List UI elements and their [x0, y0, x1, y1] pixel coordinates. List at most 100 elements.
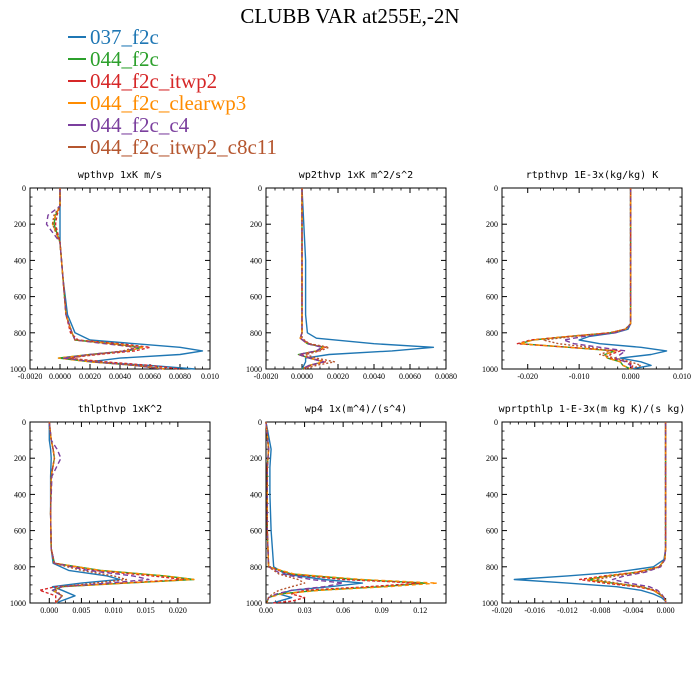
y-tick-label: 1000 — [246, 599, 262, 608]
series-line-2 — [48, 421, 195, 604]
panel: wp2thvp 1xK m^2/s^2 0 200 400 600 800 1000-0.0… — [246, 170, 457, 381]
legend-label: 044_f2c_itwp2 — [90, 68, 218, 93]
x-tick-label: 0.03 — [298, 606, 312, 615]
series-line-5 — [48, 421, 150, 604]
y-tick-label: 400 — [250, 256, 262, 265]
legend: 037_f2c 044_f2c 044_f2c_itwp2 044_f2c_clear… — [68, 24, 277, 159]
series-line-3 — [265, 421, 421, 604]
panel: wprtpthlp 1-E-3x(m kg K)/(s kg)0 200 400 60… — [482, 404, 685, 615]
y-tick-label: 600 — [486, 527, 498, 536]
plot-frame — [501, 421, 683, 604]
x-tick-label: 0.000 — [622, 372, 640, 381]
panel-title: rtpthvp 1E-3x(kg/kg) K — [526, 170, 658, 181]
x-tick-label: 0.010 — [105, 606, 123, 615]
y-tick-label: 0 — [22, 418, 26, 427]
panel-title: wp4 1x(m^4)/(s^4) — [305, 404, 407, 415]
y-tick-label: 1000 — [246, 365, 262, 374]
series-line-4 — [265, 421, 438, 603]
x-tick-label: -0.008 — [590, 606, 611, 615]
panel-title: wprtpthlp 1-E-3x(m kg K)/(s kg) — [499, 404, 686, 415]
series-line-6 — [301, 188, 336, 370]
panel-title: wp2thvp 1xK m^2/s^2 — [299, 170, 413, 181]
y-tick-label: 0 — [258, 418, 262, 427]
legend-line-swatch — [68, 58, 86, 60]
x-tick-label: 0.00 — [259, 606, 273, 615]
series-line-5 — [563, 188, 632, 369]
legend-label: 044_f2c_c4 — [90, 112, 190, 137]
legend-item: 037_f2c — [68, 24, 277, 49]
legend-item: 044_f2c_clearwp3 — [68, 91, 277, 115]
x-tick-label: 0.010 — [201, 372, 219, 381]
y-tick-label: 1000 — [482, 599, 498, 608]
series-line-5 — [611, 422, 667, 603]
x-tick-label: 0.0000 — [291, 372, 313, 381]
legend-line-swatch — [68, 36, 86, 38]
x-tick-label: 0.005 — [72, 606, 90, 615]
x-tick-label: 0.020 — [169, 606, 187, 615]
legend-line-swatch — [68, 124, 86, 126]
x-tick-label: -0.004 — [623, 606, 644, 615]
panel: rtpthvp 1E-3x(kg/kg) K 0 200 400 600 800 1000 -… — [482, 170, 691, 381]
x-tick-label: 0.12 — [413, 606, 427, 615]
legend-label: 044_f2c — [90, 46, 159, 71]
y-tick-label: 600 — [14, 527, 26, 536]
legend-label: 037_f2c — [90, 24, 159, 49]
y-tick-label: 1000 — [10, 599, 26, 608]
y-tick-label: 800 — [250, 563, 262, 572]
y-tick-label: 800 — [14, 329, 26, 338]
series-line-1 — [265, 421, 364, 604]
legend-item: 044_f2c_c4 — [68, 112, 277, 137]
series-line-2 — [519, 188, 632, 370]
series-line-4 — [48, 421, 195, 604]
y-tick-label: 400 — [250, 490, 262, 499]
series-line-5 — [297, 188, 325, 370]
y-tick-label: 400 — [14, 256, 26, 265]
series-line-1 — [48, 422, 121, 604]
series-line-6 — [265, 421, 306, 603]
series-line-4 — [297, 188, 325, 370]
y-tick-label: 200 — [250, 454, 262, 463]
legend-line-swatch — [68, 102, 86, 104]
y-tick-label: 1000 — [10, 365, 26, 374]
y-tick-label: 400 — [14, 490, 26, 499]
x-tick-label: 0.0040 — [363, 372, 385, 381]
series-line-1 — [513, 422, 667, 603]
series-line-1 — [301, 187, 435, 370]
panel-title: wpthvp 1xK m/s — [78, 170, 162, 181]
series-line-6 — [595, 422, 667, 603]
x-tick-label: 0.000 — [657, 606, 675, 615]
legend-item: 044_f2c — [68, 46, 277, 71]
x-tick-label: 0.0020 — [327, 372, 349, 381]
panel-title: thlpthvp 1xK^2 — [78, 404, 162, 415]
panel: wpthvp 1xK m/s 0 200 400 600 800 1000-0.0020 0.… — [10, 170, 219, 381]
y-tick-label: 400 — [486, 256, 498, 265]
series-line-3 — [516, 188, 634, 370]
y-tick-label: 200 — [14, 454, 26, 463]
y-tick-label: 600 — [250, 527, 262, 536]
y-tick-label: 800 — [486, 329, 498, 338]
series-line-4 — [519, 188, 632, 370]
y-tick-label: 0 — [258, 184, 262, 193]
y-tick-label: 600 — [250, 293, 262, 302]
x-tick-label: 0.09 — [375, 606, 389, 615]
x-tick-label: 0.0080 — [435, 372, 457, 381]
x-tick-label: 0.0000 — [49, 372, 71, 381]
y-tick-label: 200 — [250, 220, 262, 229]
x-tick-label: 0.0080 — [169, 372, 191, 381]
y-tick-label: 200 — [486, 220, 498, 229]
legend-line-swatch — [68, 146, 86, 148]
x-tick-label: 0.0040 — [109, 372, 131, 381]
x-tick-label: -0.0020 — [18, 372, 43, 381]
series-line-4 — [587, 422, 667, 603]
series-line-1 — [59, 188, 204, 370]
y-tick-label: 200 — [14, 220, 26, 229]
panel: thlpthvp 1xK^2 0 200 400 600 800 1000 0.000 0.00… — [10, 404, 211, 615]
y-tick-label: 0 — [494, 418, 498, 427]
x-tick-label: 0.0020 — [79, 372, 101, 381]
series-line-1 — [578, 188, 668, 370]
y-tick-label: 0 — [22, 184, 26, 193]
y-tick-label: 600 — [14, 293, 26, 302]
series-line-6 — [51, 188, 166, 370]
x-tick-label: 0.06 — [336, 606, 350, 615]
